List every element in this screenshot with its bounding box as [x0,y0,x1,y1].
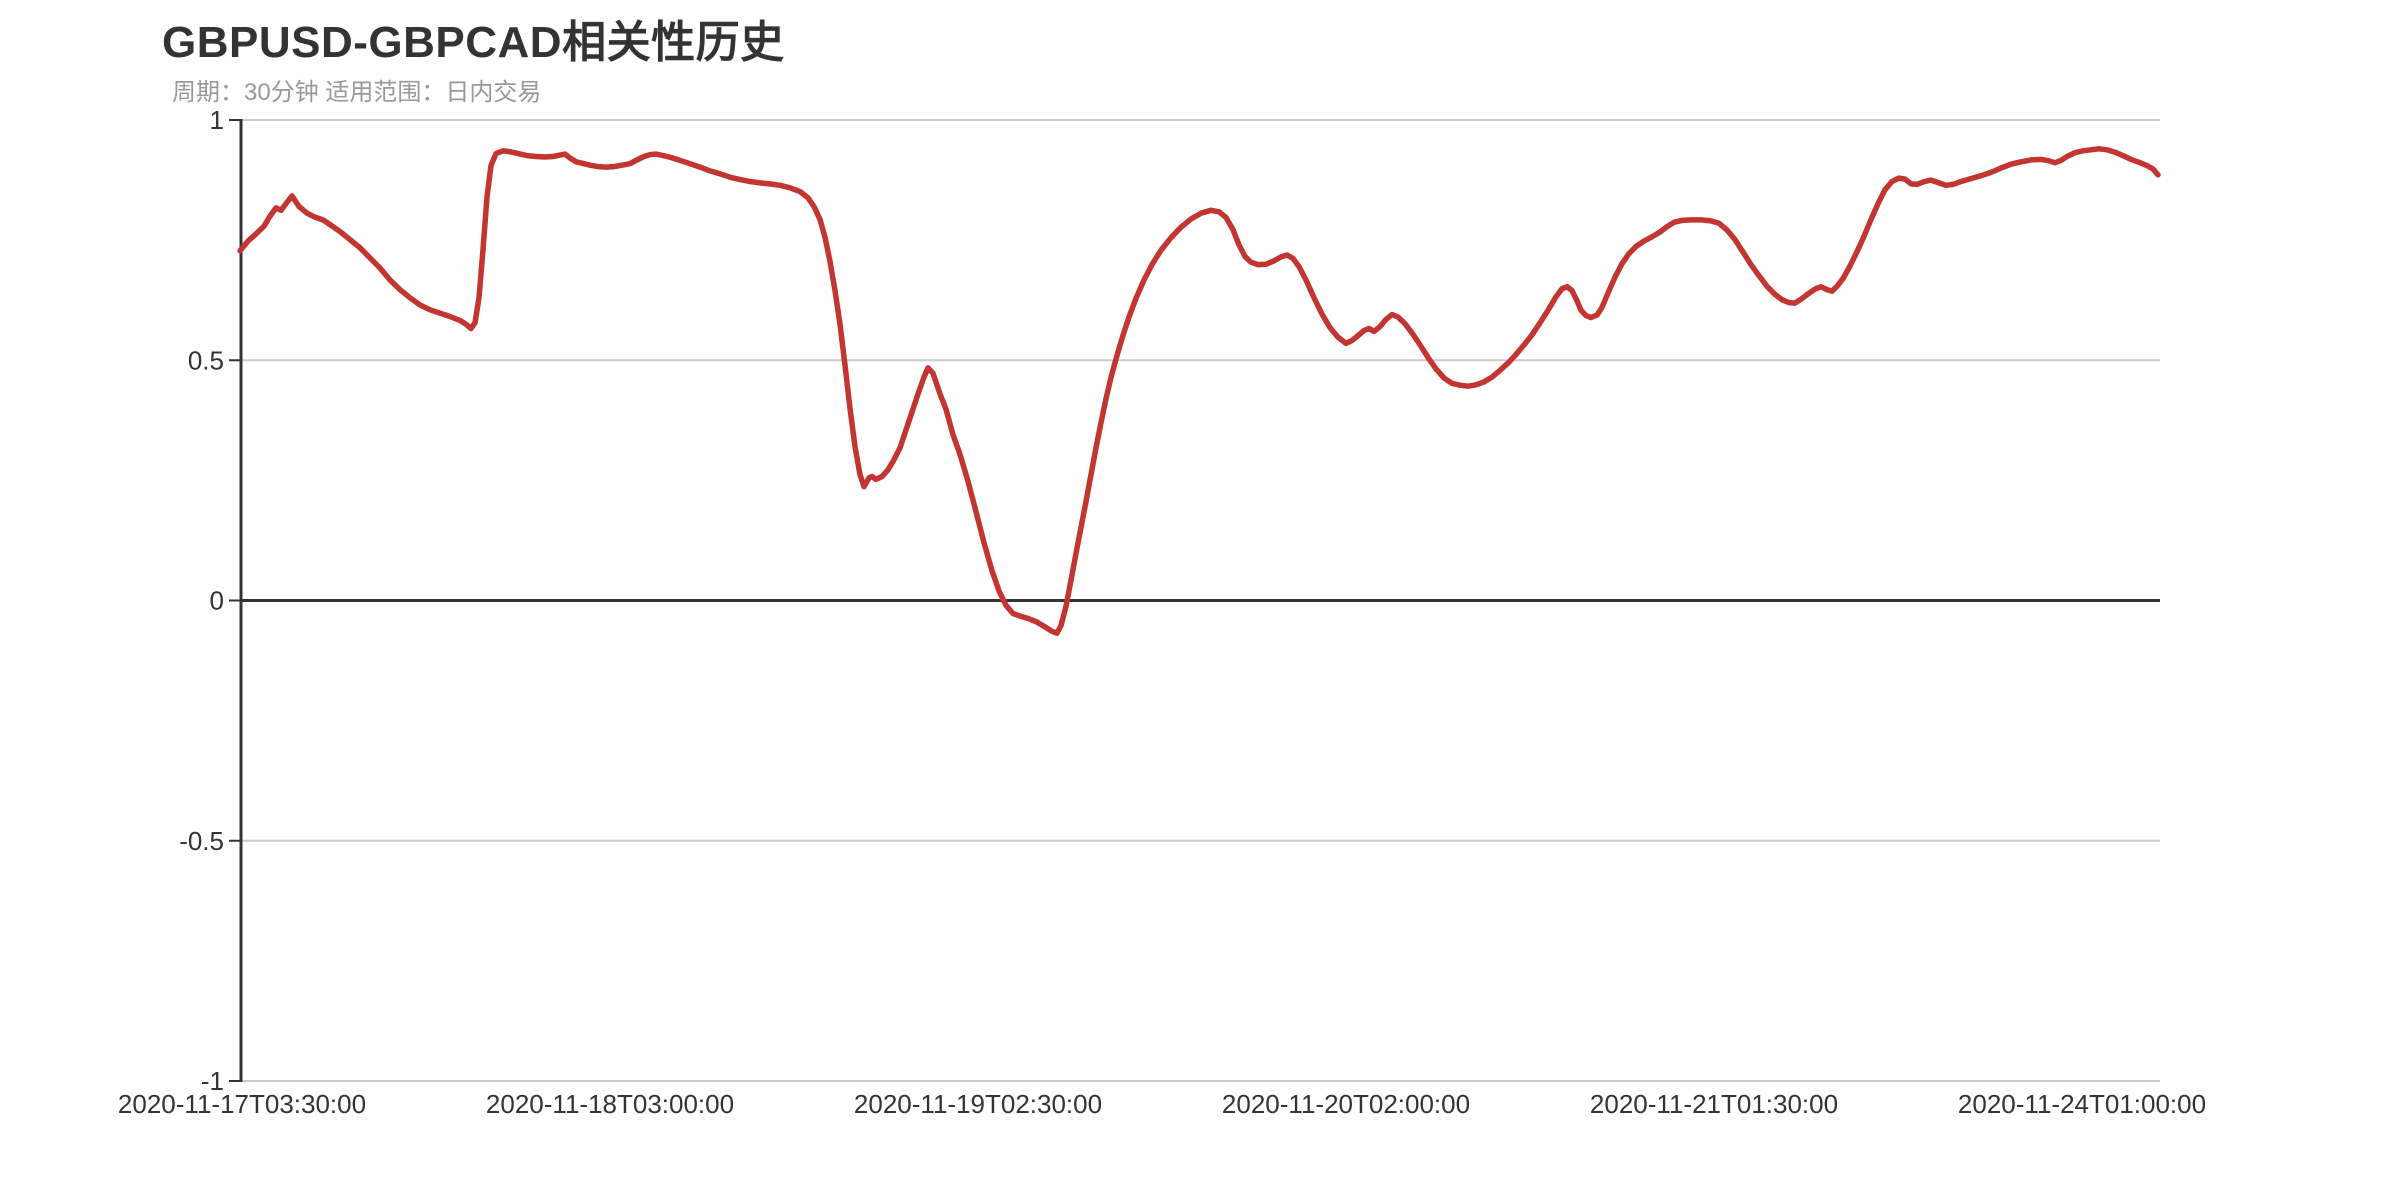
series-layer [237,146,2161,636]
y-axis-label: -0.5 [179,826,224,856]
y-axis-label: 0 [210,586,224,616]
chart-title: GBPUSD-GBPCAD相关性历史 [162,18,785,67]
correlation-line [237,146,2161,636]
y-axis-label: 0.5 [188,345,224,375]
x-axis-label: 2020-11-17T03:30:00 [118,1089,366,1119]
chart-subtitle: 周期：30分钟 适用范围：日内交易 [172,79,542,106]
y-gridlines [241,119,2160,1082]
x-axis-label: 2020-11-19T02:30:00 [854,1089,1102,1119]
x-axis-labels: 2020-11-17T03:30:00 2020-11-18T03:00:00 … [118,1089,2206,1119]
y-axis-label: -1 [201,1066,224,1096]
x-axis-label: 2020-11-20T02:00:00 [1222,1089,1470,1119]
y-axis [229,119,243,1082]
x-axis-label: 2020-11-24T01:00:00 [1958,1089,2206,1119]
x-axis-label: 2020-11-21T01:30:00 [1590,1089,1838,1119]
x-axis-label: 2020-11-18T03:00:00 [486,1089,734,1119]
y-axis-label: 1 [210,105,224,135]
y-axis-labels: 1 0.5 0 -0.5 -1 [179,105,224,1096]
